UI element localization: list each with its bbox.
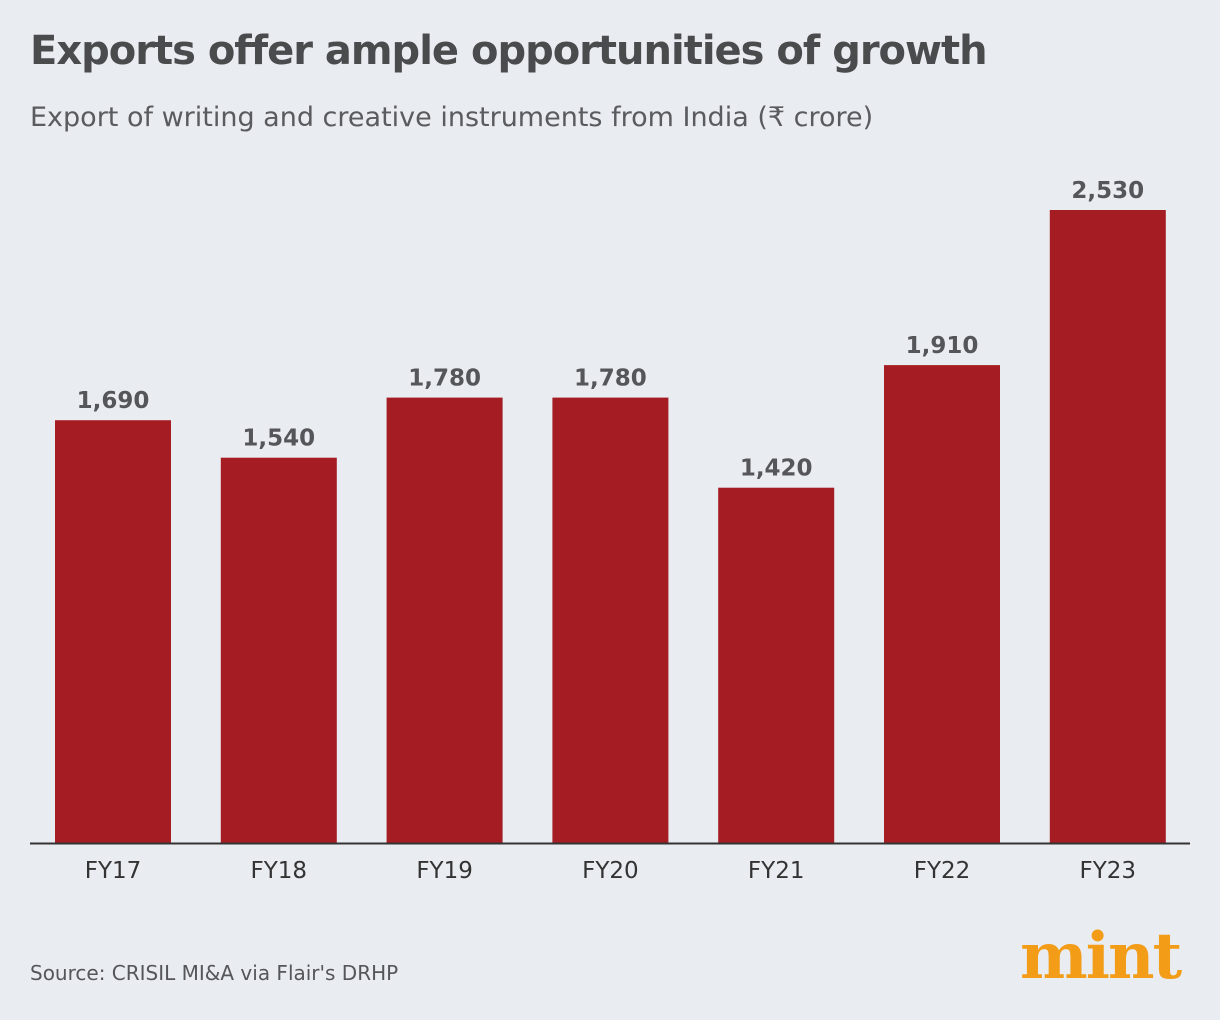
value-label-fy18: 1,540	[242, 426, 315, 452]
tick-label-fy18: FY18	[251, 858, 308, 884]
value-label-fy22: 1,910	[906, 333, 979, 359]
tick-label-fy23: FY23	[1080, 858, 1137, 884]
chart-subtitle: Export of writing and creative instrumen…	[30, 102, 874, 133]
value-label-fy20: 1,780	[574, 366, 647, 392]
value-label-fy21: 1,420	[740, 456, 813, 482]
tick-label-fy21: FY21	[748, 858, 805, 884]
bar-fy17	[55, 420, 171, 843]
chart-title: Exports offer ample opportunities of gro…	[30, 28, 988, 74]
bar-fy18	[220, 457, 337, 843]
value-label-fy19: 1,780	[408, 366, 481, 392]
bar-fy20	[552, 397, 669, 843]
source-note: Source: CRISIL MI&A via Flair's DRHP	[30, 961, 399, 985]
bar-fy23	[1049, 210, 1166, 843]
bar-fy21	[718, 487, 835, 843]
bar-fy19	[386, 397, 503, 843]
tick-label-fy17: FY17	[85, 858, 142, 884]
value-label-fy17: 1,690	[77, 388, 150, 414]
value-label-fy23: 2,530	[1071, 178, 1144, 204]
bar-fy22	[884, 365, 1000, 843]
tick-label-fy20: FY20	[582, 858, 639, 884]
tick-label-fy22: FY22	[914, 858, 971, 884]
tick-label-fy19: FY19	[416, 858, 473, 884]
mint-logo: mint	[1020, 919, 1182, 994]
